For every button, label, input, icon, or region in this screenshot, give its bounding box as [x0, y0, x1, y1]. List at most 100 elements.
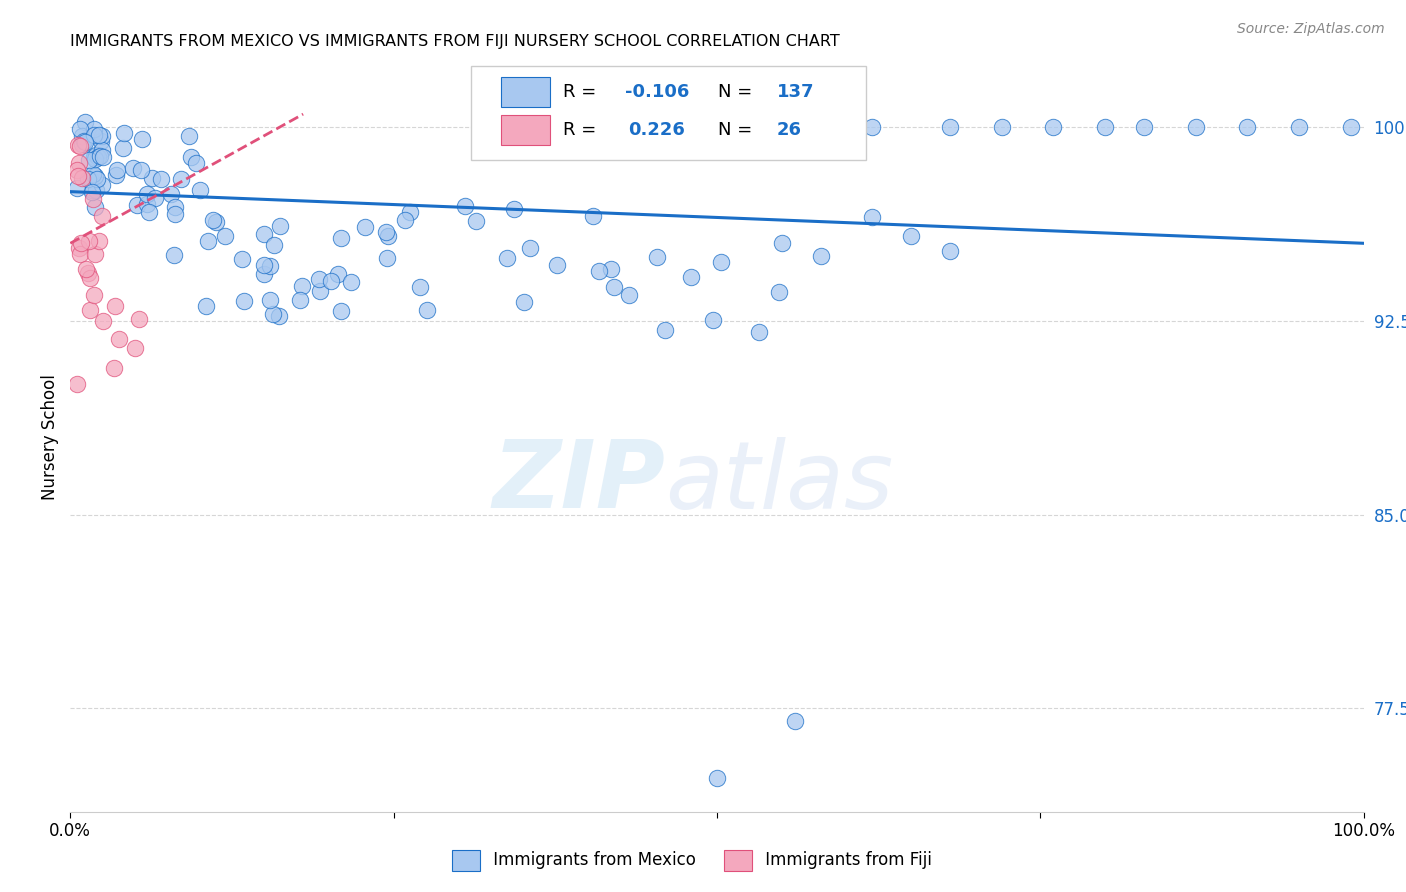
Point: [82, 192, 104, 206]
Point: [900, 228, 922, 243]
Point: [112, 126, 135, 140]
Point: [90, 128, 112, 143]
FancyBboxPatch shape: [471, 66, 866, 160]
Point: [259, 293, 281, 308]
Point: [375, 252, 398, 266]
Point: [143, 191, 166, 205]
Point: [69, 122, 91, 136]
Point: [1042, 120, 1064, 134]
Point: [84, 200, 107, 214]
Point: [177, 128, 200, 143]
Bar: [724, 850, 752, 871]
Point: [939, 120, 962, 134]
Point: [810, 249, 832, 263]
Point: [77, 235, 100, 249]
Point: [600, 262, 623, 277]
Point: [89, 235, 111, 249]
Point: [83, 128, 105, 142]
Text: 0.226: 0.226: [628, 121, 685, 139]
Point: [706, 771, 728, 785]
Point: [205, 215, 228, 229]
Point: [513, 295, 536, 310]
Point: [163, 200, 186, 214]
Point: [66, 377, 89, 392]
Point: [308, 272, 330, 286]
Point: [718, 120, 741, 134]
Point: [91, 314, 114, 328]
Point: [91, 150, 114, 164]
Text: N =: N =: [718, 84, 758, 102]
Point: [129, 163, 152, 178]
Point: [89, 149, 111, 163]
Point: [186, 156, 208, 170]
Point: [84, 152, 107, 166]
Point: [619, 287, 641, 301]
Text: Source: ZipAtlas.com: Source: ZipAtlas.com: [1237, 22, 1385, 37]
Point: [131, 131, 153, 145]
Point: [416, 303, 439, 318]
Point: [105, 163, 128, 178]
Point: [103, 360, 125, 375]
Point: [330, 304, 353, 318]
Point: [108, 332, 131, 346]
Text: R =: R =: [564, 121, 602, 139]
Point: [66, 138, 89, 153]
Point: [84, 247, 107, 261]
Point: [66, 181, 89, 195]
Point: [84, 148, 107, 162]
Bar: [451, 850, 481, 871]
Point: [262, 306, 284, 320]
Point: [340, 276, 363, 290]
Point: [939, 244, 962, 258]
Point: [104, 299, 127, 313]
Point: [269, 219, 291, 233]
Point: [581, 209, 603, 223]
Point: [165, 207, 187, 221]
Point: [648, 120, 671, 134]
Point: [1340, 120, 1362, 134]
Point: [702, 313, 724, 327]
Point: [1288, 120, 1310, 134]
Point: [69, 236, 91, 251]
Point: [82, 183, 104, 197]
Point: [69, 138, 91, 153]
Point: [82, 167, 104, 181]
Point: [75, 262, 97, 277]
Point: [121, 161, 143, 176]
Point: [70, 129, 93, 144]
Point: [80, 172, 103, 186]
Point: [70, 137, 93, 152]
Point: [860, 120, 883, 134]
Point: [1236, 120, 1258, 134]
Point: [67, 242, 90, 256]
Text: Immigrants from Fiji: Immigrants from Fiji: [759, 852, 932, 870]
Point: [1133, 120, 1156, 134]
Point: [588, 264, 610, 278]
Point: [710, 255, 733, 269]
Point: [496, 252, 519, 266]
Point: [104, 168, 127, 182]
Bar: [501, 78, 550, 107]
Point: [84, 169, 107, 184]
Text: IMMIGRANTS FROM MEXICO VS IMMIGRANTS FROM FIJI NURSERY SCHOOL CORRELATION CHART: IMMIGRANTS FROM MEXICO VS IMMIGRANTS FRO…: [70, 34, 839, 49]
Text: 137: 137: [776, 84, 814, 102]
Point: [83, 150, 105, 164]
Point: [1094, 120, 1116, 134]
Point: [66, 163, 89, 178]
Text: atlas: atlas: [665, 436, 894, 527]
Point: [465, 214, 488, 228]
Point: [195, 299, 218, 313]
Text: ZIP: ZIP: [492, 436, 665, 528]
Point: [232, 294, 254, 309]
Point: [353, 220, 375, 235]
Point: [90, 134, 112, 148]
Point: [73, 115, 96, 129]
Point: [1184, 120, 1206, 134]
Y-axis label: Nursery School: Nursery School: [41, 374, 59, 500]
Point: [768, 285, 790, 300]
Point: [70, 170, 93, 185]
Point: [267, 310, 290, 324]
Point: [253, 258, 276, 272]
Point: [399, 204, 422, 219]
Point: [253, 227, 276, 241]
